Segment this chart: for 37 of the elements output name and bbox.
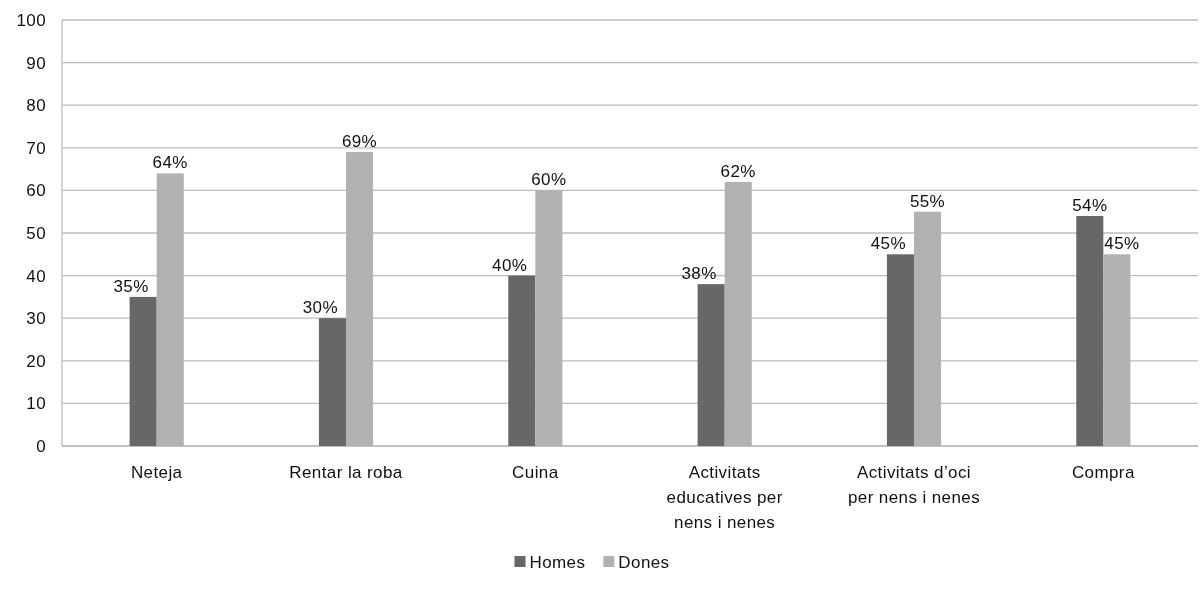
- bar: [508, 275, 536, 446]
- x-tick-label: Rentar la roba: [289, 463, 403, 482]
- data-label: 35%: [113, 276, 149, 296]
- data-label: 45%: [870, 234, 906, 254]
- data-label: 45%: [1104, 234, 1140, 254]
- y-tick-label: 60: [26, 181, 46, 201]
- y-tick-label: 80: [26, 96, 46, 116]
- legend-label: Dones: [618, 552, 670, 572]
- x-tick-label: Cuina: [512, 463, 559, 482]
- data-label: 69%: [341, 132, 378, 152]
- data-label: 54%: [1072, 195, 1108, 215]
- y-tick-label: 50: [26, 223, 46, 243]
- y-tick-label: 10: [26, 394, 46, 414]
- bar: [886, 254, 914, 446]
- bar: [697, 284, 725, 446]
- y-tick-label: 0: [36, 436, 46, 456]
- y-tick-label: 70: [26, 138, 46, 158]
- x-tick-label: Neteja: [130, 463, 183, 482]
- y-tick-label: 100: [16, 10, 46, 30]
- y-tick-label: 90: [26, 53, 46, 73]
- y-tick-label: 20: [26, 351, 46, 371]
- x-tick-label: Activitats educatives per nens i nenes: [666, 463, 783, 532]
- data-label: 60%: [531, 170, 567, 190]
- data-label: 38%: [681, 264, 717, 284]
- bar: [1076, 215, 1104, 446]
- x-tick-label: Compra: [1071, 463, 1135, 482]
- y-tick-label: 30: [26, 309, 46, 329]
- data-label: 30%: [302, 298, 338, 318]
- x-tick-label: Activitats d’oci per nens i nenes: [847, 463, 981, 507]
- bar: [129, 296, 157, 446]
- y-tick-label: 40: [26, 266, 46, 286]
- data-label: 62%: [720, 161, 756, 181]
- data-label: 55%: [909, 191, 946, 211]
- legend-label: Homes: [529, 552, 586, 572]
- data-label: 40%: [492, 255, 528, 275]
- data-label: 64%: [152, 153, 188, 173]
- bar: [318, 318, 346, 446]
